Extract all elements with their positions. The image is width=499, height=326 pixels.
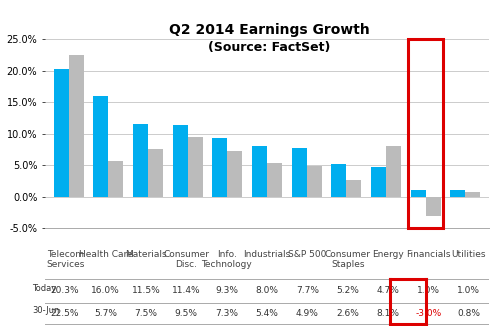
Text: 16.0%: 16.0%	[91, 286, 120, 295]
Bar	[426, 197, 441, 215]
Text: Today: Today	[32, 284, 56, 293]
Bar	[306, 166, 322, 197]
Bar	[69, 55, 84, 197]
Bar	[53, 69, 69, 197]
Text: 4.9%: 4.9%	[296, 309, 319, 318]
Text: Materials: Materials	[125, 250, 167, 259]
Bar	[93, 96, 108, 197]
Text: 9.5%: 9.5%	[175, 309, 198, 318]
Text: S&P 500: S&P 500	[288, 250, 326, 259]
Text: 20.3%: 20.3%	[51, 286, 79, 295]
Bar	[148, 149, 163, 197]
Text: Consumer
Disc.: Consumer Disc.	[163, 250, 209, 269]
Text: 2.6%: 2.6%	[336, 309, 359, 318]
Text: 5.7%: 5.7%	[94, 309, 117, 318]
Text: (Source: FactSet): (Source: FactSet)	[208, 41, 331, 54]
Text: 4.7%: 4.7%	[377, 286, 400, 295]
Text: 8.0%: 8.0%	[255, 286, 278, 295]
Bar	[408, 39, 444, 228]
Text: Utilities: Utilities	[452, 250, 486, 259]
Bar	[173, 125, 188, 197]
Text: Energy: Energy	[372, 250, 404, 259]
Bar	[331, 164, 346, 197]
Text: Telecom
Services: Telecom Services	[46, 250, 84, 269]
Bar	[386, 146, 401, 197]
Text: 1.0%: 1.0%	[457, 286, 481, 295]
Bar	[108, 161, 123, 197]
Bar	[188, 137, 203, 197]
Text: Financials: Financials	[406, 250, 451, 259]
Text: Industrials: Industrials	[244, 250, 290, 259]
Text: 11.4%: 11.4%	[172, 286, 201, 295]
Bar	[411, 190, 426, 197]
Text: 8.1%: 8.1%	[377, 309, 400, 318]
Text: 9.3%: 9.3%	[215, 286, 238, 295]
Text: 7.7%: 7.7%	[296, 286, 319, 295]
Text: Q2 2014 Earnings Growth: Q2 2014 Earnings Growth	[169, 23, 370, 37]
Bar	[291, 148, 306, 197]
Text: Health Care: Health Care	[79, 250, 132, 259]
Text: 1.0%: 1.0%	[417, 286, 440, 295]
Text: 7.3%: 7.3%	[215, 309, 238, 318]
Text: 5.2%: 5.2%	[336, 286, 359, 295]
Bar	[450, 190, 465, 197]
Text: 5.4%: 5.4%	[255, 309, 278, 318]
Bar	[465, 192, 481, 197]
Bar	[212, 138, 228, 197]
Bar	[133, 124, 148, 197]
Text: Consumer
Staples: Consumer Staples	[325, 250, 371, 269]
Text: 11.5%: 11.5%	[131, 286, 160, 295]
Text: 22.5%: 22.5%	[51, 309, 79, 318]
Text: 7.5%: 7.5%	[134, 309, 157, 318]
Text: Info.
Technology: Info. Technology	[201, 250, 252, 269]
Bar	[22, 304, 30, 316]
Text: 30-Jun: 30-Jun	[32, 306, 59, 315]
Text: -3.0%: -3.0%	[415, 309, 442, 318]
Bar	[371, 167, 386, 197]
Bar	[22, 283, 30, 295]
Bar	[252, 146, 267, 197]
Text: 0.8%: 0.8%	[457, 309, 481, 318]
Bar	[267, 163, 282, 197]
Bar	[346, 180, 361, 197]
Bar	[228, 151, 243, 197]
